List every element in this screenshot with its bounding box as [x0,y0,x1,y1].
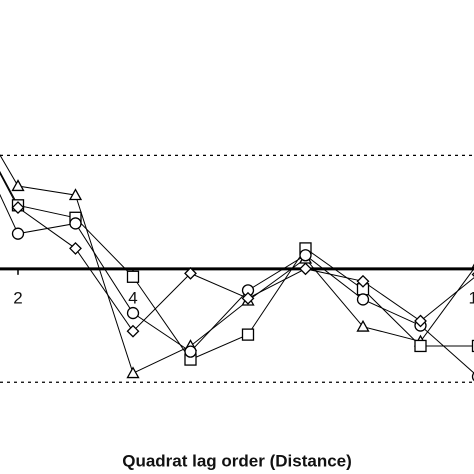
x-tick-label: 2 [13,288,22,307]
circle-marker [126,306,140,320]
circle-marker [11,227,25,240]
circle-marker [299,249,312,262]
triangle-marker [11,179,25,192]
triangle-marker [126,366,140,379]
diamond-marker [184,266,197,280]
x-tick-label: 4 [128,288,137,307]
x-axis-label: Quadrat lag order (Distance) [122,451,352,470]
diamond-marker [11,201,25,214]
square-marker [126,270,140,283]
diamond-marker [241,291,255,305]
series-line [0,170,474,361]
circle-marker [69,217,82,230]
triangle-marker [68,188,83,201]
series-line [0,154,474,374]
diamond-marker [126,324,140,338]
series-line [0,172,474,332]
diamond-marker [356,274,370,288]
x-tick-label: 10 [469,288,474,307]
circle-marker [356,293,370,306]
square-marker [241,328,255,341]
square-marker [471,339,474,353]
diamond-marker [299,262,312,276]
triangle-marker [356,319,370,332]
diamond-marker [414,314,427,328]
circle-marker [184,345,197,358]
square-marker [414,339,427,353]
diamond-marker [69,241,82,255]
